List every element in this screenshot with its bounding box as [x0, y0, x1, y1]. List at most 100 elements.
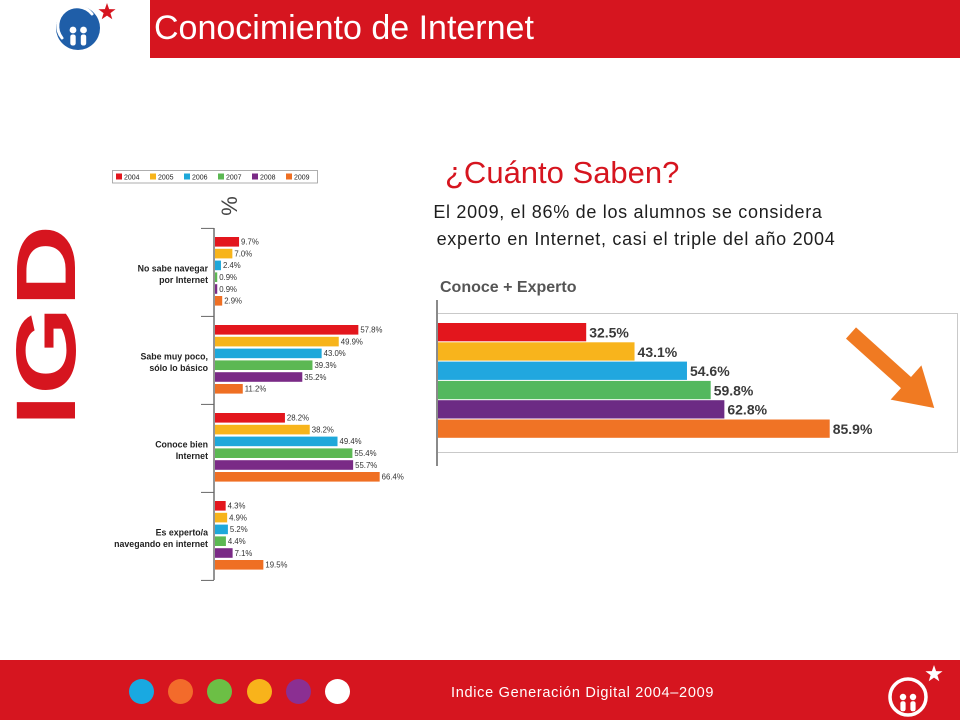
bar — [438, 323, 587, 342]
bar-value-label: 0.9% — [219, 273, 237, 282]
bar — [215, 472, 380, 482]
unit-label: % — [217, 196, 242, 216]
page-title: Conocimiento de Internet — [154, 9, 534, 47]
legend-label: 2004 — [124, 175, 140, 182]
bar — [215, 336, 339, 347]
bar — [215, 512, 228, 523]
bar-value-label: 43.1% — [638, 344, 678, 360]
bar — [438, 342, 635, 361]
bar — [215, 560, 264, 570]
bar — [215, 296, 223, 306]
category-label: por Internet — [159, 275, 208, 285]
category-label: Sabe muy poco, — [141, 351, 208, 361]
conoce-experto-chart: Conoce + Experto 32.5% 43.1% 54.6% 59.8% 62.… — [436, 279, 958, 466]
bar — [215, 501, 226, 511]
bar — [215, 448, 353, 458]
chart1-legend: 2004 2005 2006 2007 2008 2009 — [112, 170, 318, 184]
bar — [215, 325, 359, 335]
star-icon — [98, 3, 116, 20]
footer-dot — [207, 679, 233, 704]
footer-text: Indice Generación Digital 2004–2009 — [451, 685, 715, 701]
header-bar: Conocimiento de Internet — [150, 0, 960, 58]
footer-dot — [129, 679, 154, 704]
legend-label: 2008 — [260, 175, 276, 182]
bar-value-label: 59.8% — [714, 382, 754, 398]
bar — [215, 372, 303, 382]
bar — [215, 436, 338, 447]
footer-bar: Indice Generación Digital 2004–2009 — [0, 660, 960, 720]
bar-value-label: 38.2% — [312, 425, 334, 434]
bar-value-label: 49.4% — [340, 437, 362, 446]
footer-dot — [325, 679, 350, 704]
bar-value-label: 9.7% — [241, 238, 259, 247]
bar-value-label: 2.9% — [224, 297, 242, 306]
bar — [215, 536, 226, 546]
footer-dots — [129, 679, 369, 704]
bar — [438, 400, 725, 419]
category-label: Conoce bien — [155, 439, 208, 449]
bar-value-label: 4.9% — [229, 513, 247, 522]
bar-value-label: 57.8% — [360, 326, 382, 335]
logo-globe-icon — [56, 6, 100, 50]
summary-text-line: experto en Internet, casi el triple del … — [436, 229, 836, 249]
year-comparison-chart: 2004 2005 2006 2007 2008 2009 % 9.7% 7.0% 2.4% 0… — [112, 170, 404, 581]
category-label: Internet — [176, 451, 208, 461]
bar-value-label: 49.9% — [341, 337, 363, 346]
igd-logo — [56, 3, 116, 50]
side-brand: IGD — [0, 225, 93, 426]
bar — [215, 360, 313, 370]
bar-value-label: 4.4% — [228, 537, 246, 546]
chart1-bars: 9.7% 7.0% 2.4% 0.9% 0.9% 2.9% No sabe navegar p… — [114, 237, 404, 570]
bar-value-label: 55.4% — [354, 449, 376, 458]
bar — [215, 272, 218, 282]
legend-swatch — [184, 173, 190, 180]
legend-label: 2006 — [192, 175, 208, 182]
bar — [438, 419, 830, 438]
bar-value-label: 62.8% — [727, 402, 767, 418]
side-brand-text: IGD — [0, 225, 93, 426]
bar-value-label: 19.5% — [265, 561, 287, 570]
bar — [215, 548, 233, 558]
bar — [215, 248, 233, 259]
category-label: Es experto/a — [156, 527, 208, 537]
bar — [215, 348, 322, 359]
legend-swatch — [252, 173, 258, 180]
logo-globe-icon — [888, 677, 928, 717]
chart2-title: Conoce + Experto — [440, 279, 577, 296]
bar-value-label: 2.4% — [223, 261, 241, 270]
legend-box — [112, 170, 318, 184]
legend-label: 2005 — [158, 175, 174, 182]
bar-value-label: 66.4% — [382, 473, 404, 482]
bar-value-label: 4.3% — [228, 502, 246, 511]
logo-swoosh — [56, 5, 94, 40]
bar-value-label: 28.2% — [287, 414, 309, 423]
legend-swatch — [218, 173, 224, 180]
bar-value-label: 11.2% — [245, 385, 267, 394]
bar — [215, 460, 354, 470]
bar-value-label: 5.2% — [230, 525, 248, 534]
igd-logo-footer — [888, 665, 943, 717]
legend-swatch — [116, 173, 122, 180]
bar-value-label: 85.9% — [833, 421, 873, 437]
category-label: sólo lo básico — [149, 363, 208, 373]
logo-people-icon — [69, 26, 87, 46]
bar-value-label: 7.1% — [235, 549, 253, 558]
bar-value-label: 32.5% — [589, 325, 629, 341]
legend-swatch — [150, 173, 156, 180]
legend-label: 2009 — [294, 175, 310, 182]
bar — [438, 361, 687, 380]
footer-dot — [285, 679, 311, 704]
bar-value-label: 55.7% — [355, 461, 377, 470]
footer-dot — [246, 679, 272, 704]
summary-text-line: El 2009, el 86% de los alumnos se consid… — [433, 202, 823, 222]
bar — [215, 524, 228, 535]
category-label: No sabe navegar — [138, 263, 209, 273]
chart1-ticks — [201, 227, 214, 581]
bar — [215, 284, 218, 294]
chart2-bars: 32.5% 43.1% 54.6% 59.8% 62.8% 85.9% — [438, 323, 873, 438]
category-label: navegando en internet — [114, 539, 208, 549]
summary-heading: ¿Cuánto Saben? — [445, 155, 680, 190]
legend-swatch — [286, 173, 292, 180]
bar — [215, 413, 285, 423]
logo-people-icon — [899, 693, 917, 712]
